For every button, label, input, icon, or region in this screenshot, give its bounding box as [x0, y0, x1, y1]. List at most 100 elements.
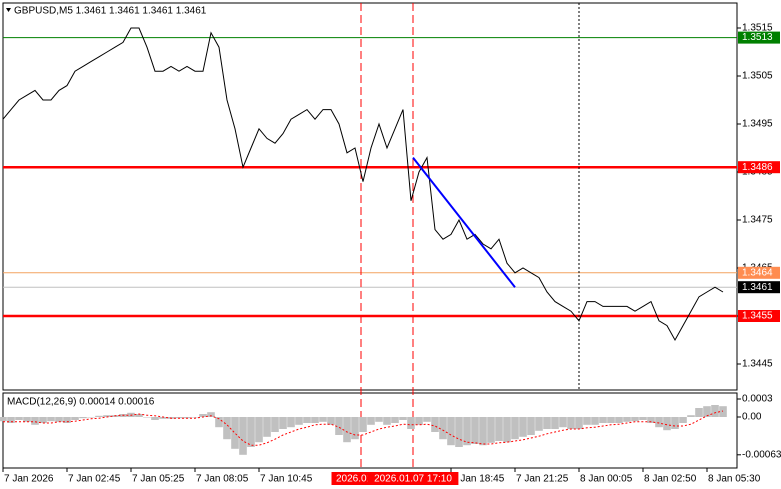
macd-bar [159, 417, 167, 419]
macd-bar [335, 417, 343, 435]
macd-bar [695, 408, 703, 417]
macd-bar [343, 417, 351, 443]
macd-title: MACD(12,26,9) 0.00014 0.00016 [7, 397, 155, 408]
level-label-box [738, 281, 780, 294]
level-label-box [738, 266, 780, 279]
macd-bar [263, 417, 271, 437]
macd-bar [327, 417, 335, 425]
vline-label-box [367, 472, 459, 485]
chart-title: GBPUSD,M5 1.3461 1.3461 1.3461 1.3461 [14, 6, 207, 17]
macd-bar [415, 417, 423, 425]
macd-bar [687, 415, 695, 417]
x-tick-label: 7 Jan 18:45 [452, 474, 505, 485]
macd-bar [15, 417, 23, 420]
macd-bar [55, 417, 63, 422]
signal-line [3, 410, 724, 446]
macd-bar [567, 417, 575, 429]
macd-bar [583, 417, 591, 425]
vline-label: 2026.01.07 [336, 474, 386, 485]
level-label-box [738, 31, 780, 44]
macd-bar [575, 417, 583, 429]
macd-bar [639, 417, 647, 420]
x-tick-label: 7 Jan 21:25 [516, 474, 569, 485]
y-tick-label: 1.3505 [742, 71, 773, 82]
macd-bar [647, 417, 655, 423]
macd-pane [2, 392, 738, 469]
y-tick-label: 0.00 [742, 412, 762, 423]
macd-bar [7, 417, 15, 423]
macd-bar [455, 417, 463, 447]
macd-bar [527, 417, 535, 435]
macd-bar [23, 417, 31, 422]
level-label-box [738, 310, 780, 322]
macd-bar [479, 417, 487, 446]
price-line [2, 27, 724, 342]
macd-bar [143, 417, 151, 418]
macd-bar [399, 417, 407, 420]
macd-bar [47, 417, 55, 422]
macd-bar [663, 417, 671, 431]
title-icon [6, 8, 11, 12]
y-tick-label: 1.3445 [742, 359, 773, 370]
macd-bar [375, 417, 383, 422]
x-tick-label: 8 Jan 05:30 [708, 474, 761, 485]
macd-bar [431, 417, 439, 432]
level-label: 1.3461 [742, 282, 773, 293]
macd-bar [103, 415, 111, 417]
macd-bar [79, 417, 87, 419]
macd-bar [247, 417, 255, 447]
macd-bar [447, 417, 455, 446]
macd-bar [439, 417, 447, 440]
macd-bar [423, 417, 431, 422]
level-label: 1.3513 [742, 32, 773, 43]
macd-bar [711, 405, 719, 417]
x-tick-label: 7 Jan 2026 [4, 474, 54, 485]
macd-bar [271, 417, 279, 432]
macd-bar [607, 417, 615, 423]
macd-bar [559, 417, 567, 428]
macd-bar [703, 406, 711, 417]
y-tick-label: 1.3515 [742, 23, 773, 34]
macd-bar [543, 417, 551, 429]
macd-bar [591, 417, 599, 425]
macd-bar [623, 417, 631, 422]
macd-bar [535, 417, 543, 431]
macd-bar [671, 417, 679, 429]
x-tick-label: 7 Jan 05:25 [132, 474, 185, 485]
macd-bar [655, 417, 663, 428]
x-tick-label: 7 Jan 02:45 [68, 474, 121, 485]
macd-bar [151, 417, 159, 420]
macd-bar [719, 406, 727, 417]
y-tick-label: -0.00063 [742, 449, 781, 460]
macd-bar [183, 417, 191, 419]
macd-bar [679, 417, 687, 423]
macd-bar [71, 417, 79, 420]
level-label-box [738, 161, 780, 174]
macd-bar [255, 417, 263, 443]
macd-bar [223, 417, 231, 440]
macd-bar [311, 417, 319, 423]
macd-bar [615, 417, 623, 423]
macd-bar [359, 417, 367, 432]
macd-bar [495, 417, 503, 441]
macd-bar [87, 417, 95, 418]
x-tick-label: 7 Jan 08:05 [196, 474, 249, 485]
macd-bar [367, 417, 375, 425]
macd-bar [0, 417, 7, 422]
macd-bar [95, 415, 103, 417]
macd-bar [303, 417, 311, 423]
macd-bar [383, 417, 391, 425]
macd-bar [231, 417, 239, 449]
macd-bar [631, 417, 639, 422]
macd-bar [199, 414, 207, 417]
macd-bar [391, 417, 399, 423]
macd-bar [31, 417, 39, 425]
level-label: 1.3464 [742, 267, 773, 278]
y-tick-label: 1.3475 [742, 215, 773, 226]
macd-bar [407, 417, 415, 429]
macd-bar [599, 417, 607, 423]
macd-bar [175, 417, 183, 419]
macd-bar [207, 412, 215, 417]
